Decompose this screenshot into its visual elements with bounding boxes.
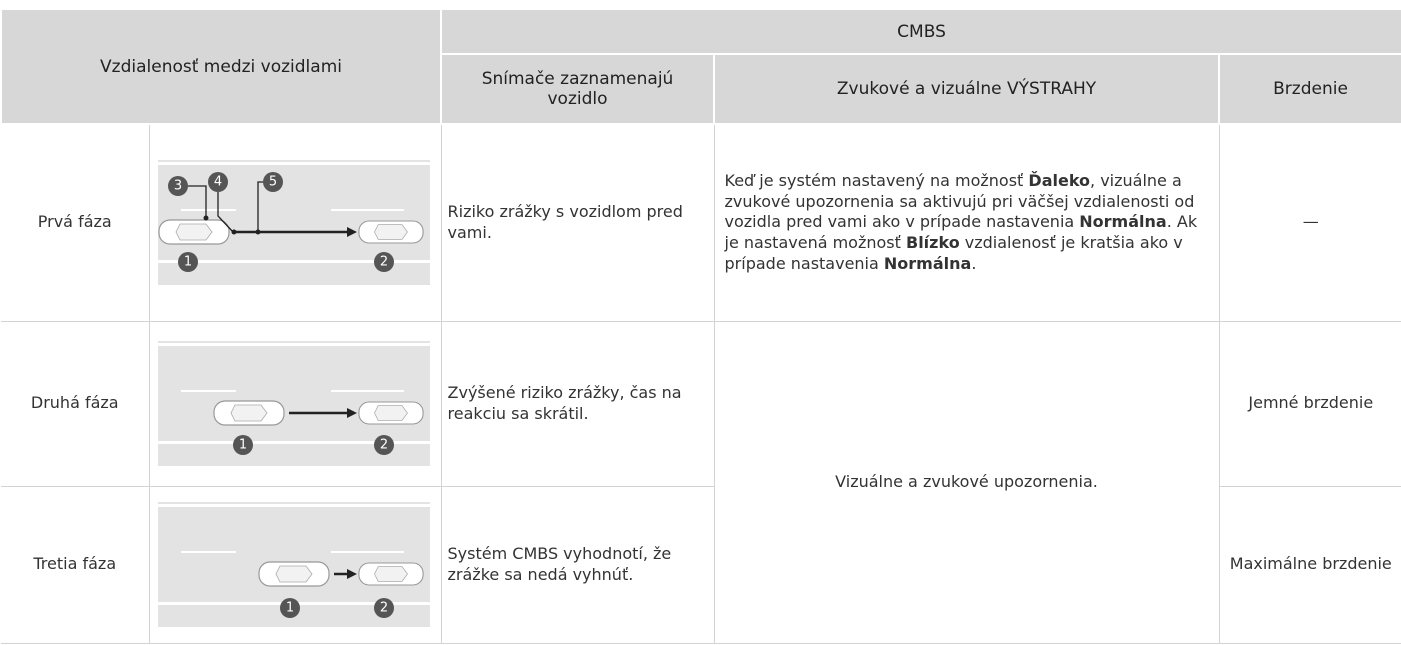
marker-label: 2 (379, 601, 387, 616)
emphasis: Ďaleko (1028, 170, 1091, 190)
diagram-circle (207, 172, 228, 193)
diagram-rect (180, 551, 236, 553)
diagram-circle (167, 176, 188, 197)
diagram-rect (180, 209, 236, 212)
header-row: Snímače zaznamenajú vozidlo Zvukové a vi… (1, 53, 1401, 125)
text-run: . (971, 253, 977, 273)
diagram-rect (180, 390, 236, 392)
marker-label: 2 (379, 255, 387, 270)
diagram-use (257, 561, 330, 587)
diagram-circle (232, 435, 253, 455)
diagram-rect (157, 260, 430, 264)
column-header: Zvukové a vizuálne VÝSTRAHY (713, 53, 1221, 125)
diagram-circle (373, 252, 394, 273)
diagram-polyline (256, 181, 263, 233)
diagram-polygon (346, 408, 357, 418)
diagram-cell: 3 4 5 1 2 (148, 123, 442, 322)
marker-label: 1 (183, 255, 191, 270)
diagram-circle (373, 435, 394, 455)
marker-label: 1 (238, 438, 246, 453)
diagram-polyline (216, 192, 233, 233)
diagram-circle (203, 215, 208, 221)
detection: Riziko zrážky s vozidlom pred vami. (440, 123, 715, 322)
diagram-use (157, 219, 230, 245)
diagram-circle (231, 229, 236, 235)
diagram-rect (330, 390, 404, 392)
data-row: Tretia fáza 1 2 Systém CMBS vyhodnotí, ž… (1, 485, 1401, 644)
phase: Tretia fáza (1, 485, 150, 644)
column-header: Snímače zaznamenajú vozidlo (440, 53, 716, 125)
shared-warning: Vizuálne a zvukové upozornenia. (713, 320, 1220, 644)
phase: Prvá fáza (1, 123, 150, 322)
diagram-rect (330, 209, 404, 212)
diagram-circle (255, 229, 260, 235)
diagram-circle (177, 252, 198, 273)
diagram-rect (157, 162, 430, 166)
braking: — (1218, 123, 1401, 322)
data-row: Prvá fáza 3 4 5 1 2 Riziko zrážky (1, 123, 1401, 322)
data-row: Druhá fáza 1 2 Zvýšené riziko zrážky, ča… (1, 320, 1401, 644)
diagram: 1 2 (157, 341, 430, 466)
cmbs-table: Vzdialenosť medzi vozidlami CMBS Snímače… (0, 8, 1401, 644)
text-run: . Ak je nastavená možnosť (724, 212, 1198, 253)
group-title: Vzdialenosť medzi vozidlami (0, 8, 443, 125)
diagram-rect (157, 343, 430, 346)
marker-label: 5 (268, 175, 276, 190)
diagram: 3 4 5 1 2 (157, 160, 430, 286)
diagram-rect (157, 441, 430, 444)
marker-label: 3 (173, 179, 181, 194)
emphasis: Normálna (883, 253, 972, 273)
detection: Zvýšené riziko zrážky, čas na reakciu sa… (440, 320, 715, 487)
phase: Druhá fáza (1, 320, 150, 487)
text-run: vzdialenosť je kratšia ako v prípade nas… (724, 233, 1183, 273)
diagram-use (357, 401, 424, 425)
column-header: Brzdenie (1218, 53, 1401, 125)
diagram-use (357, 220, 424, 244)
diagram-circle (373, 598, 394, 618)
diagram-use (212, 400, 285, 426)
braking: Maximálne brzdenie (1218, 485, 1401, 644)
header-row: Vzdialenosť medzi vozidlami CMBS (0, 8, 1401, 125)
diagram-circle (262, 172, 283, 193)
text-run: , vizuálne a zvukové upozornenia sa akti… (724, 170, 1195, 232)
marker-label: 2 (379, 438, 387, 453)
diagram-polyline (187, 185, 207, 219)
diagram-rect (330, 551, 404, 553)
diagram-circle (279, 598, 300, 618)
detection: Systém CMBS vyhodnotí, že zrážke sa nedá… (440, 485, 715, 644)
marker-label: 4 (213, 175, 221, 190)
diagram-cell: 1 2 (148, 485, 442, 644)
diagram-polygon (346, 227, 357, 238)
diagram-rect (157, 504, 430, 507)
warning-text: Keď je systém nastavený na možnosť Ďalek… (713, 123, 1220, 322)
diagram-polygon (346, 569, 357, 579)
marker-label: 1 (285, 601, 293, 616)
emphasis: Blízko (906, 233, 960, 253)
text-run: Keď je systém nastavený na možnosť (724, 170, 1029, 190)
cmbs-title: CMBS (440, 8, 1401, 55)
diagram: 1 2 (157, 502, 430, 627)
emphasis: Normálna (1079, 212, 1167, 232)
diagram-cell: 1 2 (148, 320, 442, 487)
diagram-use (357, 562, 424, 586)
braking: Jemné brzdenie (1218, 320, 1401, 487)
